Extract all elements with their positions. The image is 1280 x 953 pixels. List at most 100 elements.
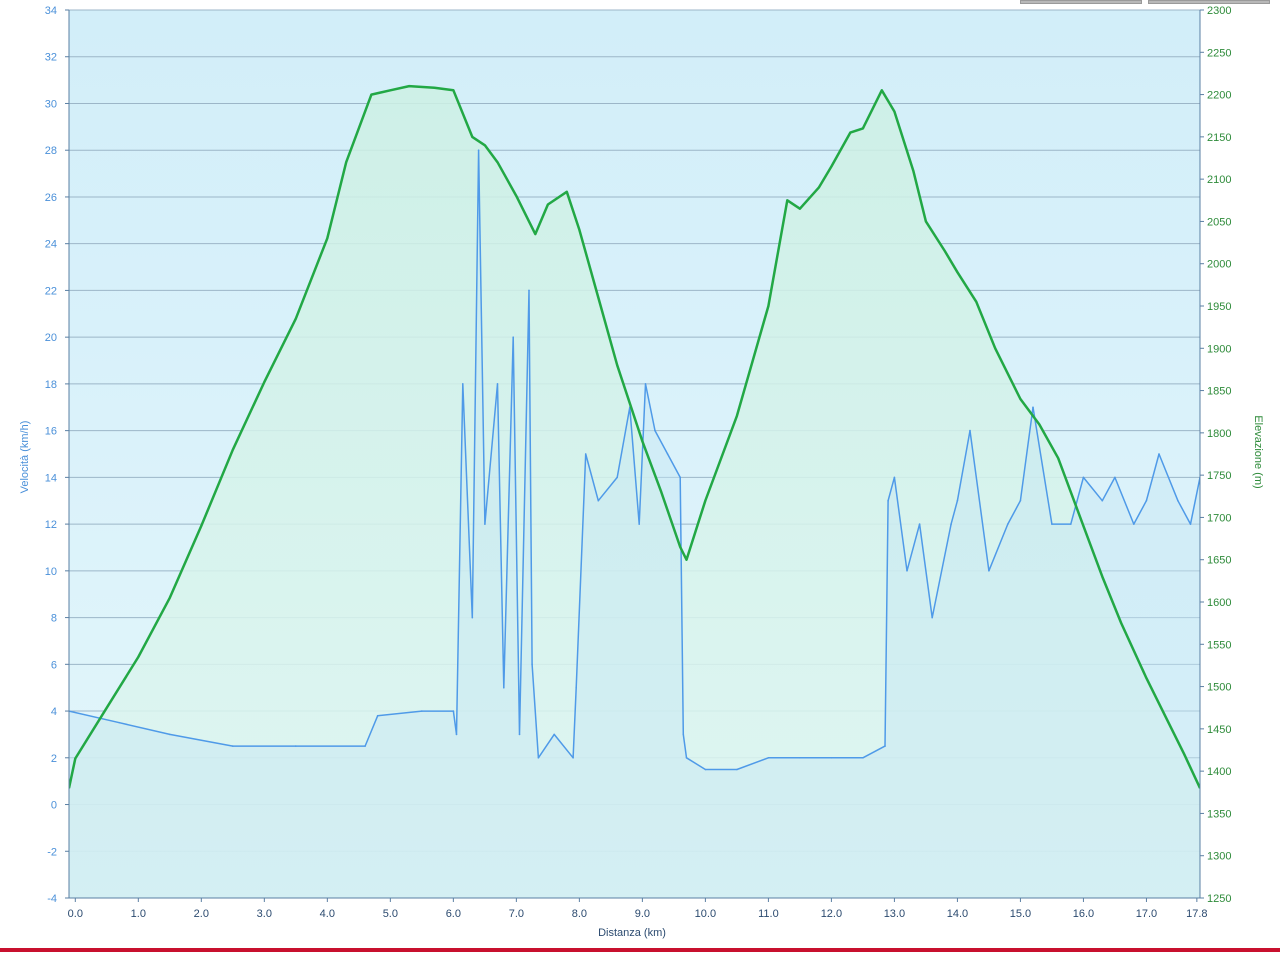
series-1-point-25 [597,499,600,502]
left-tick-label-10: 16 [45,426,57,438]
series-1-point-62 [1177,499,1179,502]
x-tick-label-1: 1.0 [131,908,146,920]
series-0-point-27 [660,491,663,493]
right-tick-label-15: 2000 [1207,259,1231,271]
series-0-point-29 [685,558,688,561]
series-1-point-26 [616,476,618,479]
series-1-point-48 [956,499,959,502]
series-0-point-53 [1145,677,1148,679]
series-0-point-18 [496,161,499,163]
series-0-point-35 [818,186,820,189]
right-tick-label-7: 1600 [1207,597,1231,609]
x-tick-label-3: 3.0 [257,908,272,920]
right-tick-label-17: 2100 [1207,174,1231,186]
left-tick-label-14: 24 [45,239,57,251]
series-1-point-56 [1082,476,1085,479]
x-tick-label-13: 13.0 [884,908,905,920]
series-0-point-41 [912,169,915,172]
series-0-point-38 [862,127,864,130]
series-1-point-8 [452,710,455,712]
series-1-point-45 [918,523,921,525]
right-tick-label-5: 1500 [1207,682,1231,694]
series-1-point-21 [553,733,555,736]
series-0-point-21 [547,203,549,206]
series-1-point-9 [455,733,458,736]
series-0-point-34 [799,207,801,210]
series-0-point-1 [74,757,77,760]
toolbar-button-right[interactable] [1148,0,1270,4]
series-1-point-20 [537,757,540,759]
right-axis-ticks: 1250 1300 1350 1400 1450 1500 1550 1600 1650 1700… [1200,5,1231,905]
series-1-point-16 [512,336,514,339]
series-0-point-46 [994,347,996,350]
left-tick-label-19: 34 [45,5,57,17]
series-1-point-5 [364,745,366,747]
series-1-point-22 [572,757,574,759]
series-0-point-20 [534,233,537,235]
series-1-point-61 [1158,453,1160,455]
series-0-point-37 [849,131,852,134]
left-tick-label-9: 14 [45,472,57,484]
series-0-point-7 [263,381,266,383]
left-tick-label-18: 32 [45,52,57,64]
left-tick-label-12: 20 [45,332,57,344]
series-1-point-17 [518,733,521,736]
series-0-point-32 [767,305,770,307]
right-tick-label-4: 1450 [1207,724,1231,736]
series-1-point-40 [862,757,864,759]
series-1-point-34 [685,757,688,759]
series-0-point-52 [1120,622,1122,624]
series-0-point-11 [370,93,373,96]
series-0-point-45 [975,301,978,303]
left-tick-label-8: 12 [45,519,57,531]
right-tick-label-3: 1400 [1207,766,1231,778]
series-0-point-50 [1082,525,1085,527]
right-tick-label-8: 1650 [1207,555,1231,567]
series-0-point-31 [736,415,738,417]
series-1-point-60 [1145,499,1148,502]
series-lines [69,84,1200,789]
right-tick-label-16: 2050 [1207,216,1231,228]
left-tick-label-5: 6 [51,659,57,671]
left-tick-label-7: 10 [45,566,57,578]
series-0-point-55 [1183,753,1185,755]
series-0-point-42 [925,220,927,223]
x-tick-label-8: 8.0 [572,908,587,920]
series-0-point-51 [1101,575,1104,578]
series-0-point-9 [326,237,329,240]
series-1-point-57 [1101,499,1104,502]
left-tick-label-15: 26 [45,192,57,204]
series-1-point-13 [484,523,486,525]
series-1-point-41 [884,745,886,747]
right-tick-label-19: 2200 [1207,90,1231,102]
series-0-point-48 [1038,423,1041,426]
right-tick-label-0: 1250 [1207,893,1231,905]
series-0-point-4 [169,597,171,599]
toolbar-button-left[interactable] [1020,0,1142,4]
series-1-point-39 [830,757,833,759]
series-1-point-53 [1032,406,1034,409]
series-1-point-30 [654,429,656,432]
series-0-point-19 [515,195,518,197]
right-tick-label-20: 2250 [1207,47,1231,59]
series-0-point-44 [956,271,959,274]
right-tick-label-12: 1850 [1207,386,1231,398]
x-tick-label-4: 4.0 [320,908,335,920]
right-tick-label-2: 1350 [1207,808,1231,820]
series-0-point-40 [893,110,896,113]
series-0-point-22 [566,191,568,193]
left-tick-label-17: 30 [45,98,57,110]
left-tick-label-3: 2 [51,753,57,765]
y-axis-right-title: Elevazione (m) [1252,415,1264,488]
right-tick-label-6: 1550 [1207,639,1231,651]
left-tick-label-13: 22 [45,285,57,297]
series-1-point-42 [887,499,889,502]
series-0-point-30 [704,499,707,502]
x-tick-label-18: 17.8 [1186,908,1207,920]
left-tick-label-16: 28 [45,145,57,157]
series-1-point-38 [799,757,801,759]
x-tick-label-10: 10.0 [695,908,716,920]
series-0-point-12 [389,89,392,92]
